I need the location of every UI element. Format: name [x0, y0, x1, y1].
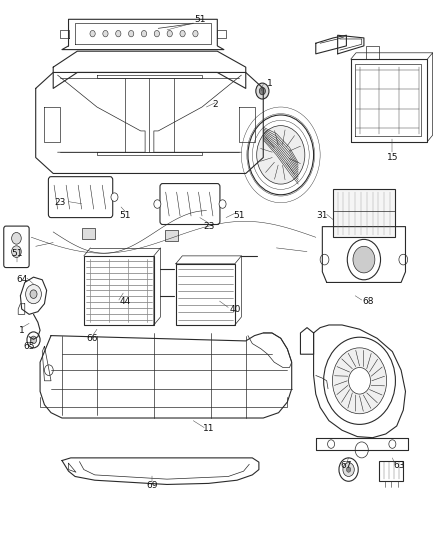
Circle shape — [332, 348, 386, 414]
Circle shape — [153, 200, 160, 208]
Circle shape — [348, 368, 370, 394]
Text: 40: 40 — [229, 304, 240, 313]
Text: 51: 51 — [194, 15, 205, 24]
FancyBboxPatch shape — [159, 183, 219, 224]
Circle shape — [323, 337, 395, 424]
Bar — [378, 461, 403, 481]
Circle shape — [338, 458, 357, 481]
Text: 69: 69 — [145, 481, 157, 490]
Circle shape — [247, 115, 313, 195]
Text: 51: 51 — [233, 212, 244, 221]
Text: 51: 51 — [120, 212, 131, 221]
Text: 51: 51 — [11, 249, 23, 258]
Bar — [175, 264, 234, 325]
Text: 64: 64 — [16, 275, 27, 284]
Circle shape — [27, 332, 40, 348]
Text: 44: 44 — [120, 296, 131, 305]
Circle shape — [219, 200, 226, 208]
Circle shape — [30, 336, 36, 344]
FancyBboxPatch shape — [4, 226, 29, 268]
Text: 11: 11 — [202, 424, 214, 433]
Circle shape — [128, 30, 134, 37]
Circle shape — [346, 239, 380, 280]
Text: 68: 68 — [362, 296, 373, 305]
Bar — [84, 256, 153, 325]
Circle shape — [154, 30, 159, 37]
Circle shape — [327, 440, 334, 448]
Text: 2: 2 — [212, 100, 217, 109]
Circle shape — [141, 30, 146, 37]
Circle shape — [102, 30, 108, 37]
Circle shape — [319, 254, 328, 265]
Text: 23: 23 — [202, 222, 214, 231]
Bar — [332, 189, 394, 237]
Circle shape — [180, 30, 185, 37]
Text: 65: 65 — [23, 342, 35, 351]
Text: 23: 23 — [54, 198, 65, 207]
Circle shape — [342, 463, 353, 477]
Circle shape — [352, 246, 374, 273]
Circle shape — [259, 87, 265, 95]
Circle shape — [116, 30, 120, 37]
Circle shape — [346, 467, 350, 472]
Circle shape — [90, 30, 95, 37]
Circle shape — [256, 126, 304, 184]
Circle shape — [398, 254, 407, 265]
Text: 15: 15 — [386, 153, 397, 162]
FancyBboxPatch shape — [48, 176, 113, 217]
Circle shape — [255, 83, 268, 99]
Text: 63: 63 — [392, 462, 404, 470]
Text: 1: 1 — [19, 326, 25, 335]
Circle shape — [12, 232, 21, 244]
Bar — [164, 230, 177, 241]
Circle shape — [111, 193, 118, 201]
Circle shape — [354, 442, 367, 458]
Circle shape — [25, 285, 41, 304]
Circle shape — [44, 365, 53, 375]
Bar — [81, 228, 95, 239]
Circle shape — [12, 246, 21, 257]
Circle shape — [30, 290, 37, 298]
Circle shape — [167, 30, 172, 37]
Text: 31: 31 — [316, 212, 327, 221]
Text: 67: 67 — [340, 462, 351, 470]
Circle shape — [192, 30, 198, 37]
Text: 66: 66 — [87, 334, 98, 343]
Text: 1: 1 — [266, 78, 272, 87]
Circle shape — [388, 440, 395, 448]
